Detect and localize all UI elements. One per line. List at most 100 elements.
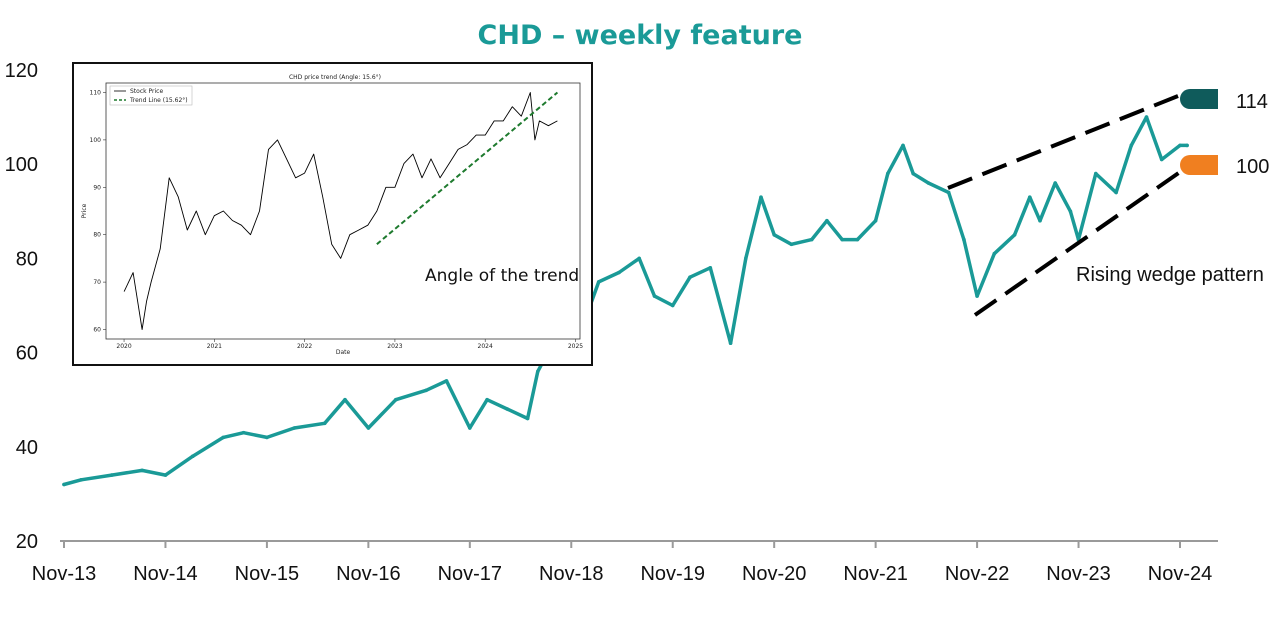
price-point bbox=[1144, 115, 1149, 119]
price-point bbox=[926, 181, 931, 185]
price-point bbox=[886, 171, 890, 176]
price-point bbox=[901, 143, 905, 148]
inset-legend: Stock Price Trend Line (15.62°) bbox=[109, 85, 193, 106]
inset-chart: CHD price trend (Angle: 15.6°) 60 70 80 90 1… bbox=[72, 62, 593, 366]
price-point bbox=[163, 473, 168, 477]
price-point bbox=[1129, 143, 1134, 148]
inset-x-label: Date bbox=[336, 349, 351, 356]
x-tick-label: Nov-18 bbox=[539, 563, 603, 585]
price-point bbox=[1012, 233, 1017, 237]
price-point bbox=[975, 294, 979, 298]
inset-plot-frame bbox=[105, 82, 581, 340]
inset-y-ticks: 60 70 80 90 100 110 bbox=[90, 89, 106, 334]
price-point bbox=[343, 397, 347, 402]
legend-trend-label: Trend Line (15.62°) bbox=[129, 97, 188, 104]
lower-value-marker bbox=[1180, 155, 1218, 175]
inset-y-tick-label: 90 bbox=[93, 184, 101, 191]
price-point bbox=[191, 454, 195, 459]
inset-x-ticks: 2020 2021 2022 2023 2024 2025 bbox=[116, 339, 583, 350]
price-point bbox=[840, 237, 844, 242]
x-tick-label: Nov-20 bbox=[742, 563, 806, 585]
price-point bbox=[708, 266, 713, 270]
price-point bbox=[596, 280, 601, 284]
price-point bbox=[759, 195, 763, 199]
price-point bbox=[62, 482, 66, 487]
inset-title: CHD price trend (Angle: 15.6°) bbox=[289, 74, 381, 81]
y-tick-label: 120 bbox=[5, 60, 38, 82]
rising-wedge-lines bbox=[947, 94, 1182, 317]
price-point bbox=[1028, 195, 1032, 199]
x-tick-label: Nov-13 bbox=[32, 563, 96, 585]
price-point bbox=[1038, 218, 1042, 223]
inset-x-tick-label: 2021 bbox=[207, 343, 222, 350]
price-series-line bbox=[62, 115, 1189, 487]
price-point bbox=[652, 294, 657, 298]
inset-y-label: Price bbox=[81, 203, 88, 218]
x-tick-label: Nov-22 bbox=[945, 563, 1009, 585]
price-point bbox=[789, 242, 794, 247]
inset-series bbox=[123, 91, 559, 330]
x-tick-label: Nov-24 bbox=[1148, 563, 1212, 585]
main-y-ticks: 20 40 60 80 100 120 bbox=[5, 60, 38, 553]
price-point bbox=[688, 275, 692, 280]
x-tick-label: Nov-16 bbox=[336, 563, 400, 585]
price-point bbox=[946, 190, 951, 195]
inset-trend-line bbox=[376, 91, 559, 245]
main-x-ticks: Nov-13 Nov-14 Nov-15 Nov-16 Nov-17 Nov-18 Nov-… bbox=[32, 541, 1212, 585]
price-point bbox=[670, 303, 675, 308]
inset-x-tick-label: 2024 bbox=[478, 343, 493, 350]
price-point bbox=[809, 237, 814, 242]
inset-y-tick-label: 110 bbox=[90, 89, 102, 96]
inset-y-tick-label: 60 bbox=[93, 327, 101, 334]
price-point bbox=[825, 218, 829, 223]
price-point bbox=[525, 416, 530, 421]
price-point bbox=[79, 478, 83, 482]
inset-y-tick-label: 100 bbox=[90, 137, 102, 144]
price-point bbox=[772, 233, 776, 237]
wedge-upper-line bbox=[947, 94, 1179, 190]
inset-annotation: Angle of the trend bbox=[425, 266, 579, 286]
price-point bbox=[241, 430, 246, 435]
price-point bbox=[744, 256, 748, 261]
price-point bbox=[468, 426, 472, 430]
inset-x-tick-label: 2022 bbox=[297, 343, 312, 350]
price-point bbox=[962, 237, 966, 242]
y-tick-label: 80 bbox=[16, 248, 38, 270]
price-point bbox=[505, 407, 510, 411]
main-series bbox=[62, 115, 1189, 487]
price-point bbox=[322, 421, 327, 426]
lower-value-label: 100 bbox=[1236, 156, 1269, 178]
price-point bbox=[992, 251, 997, 256]
price-point bbox=[485, 397, 489, 402]
price-point bbox=[1185, 143, 1189, 148]
x-tick-label: Nov-21 bbox=[843, 563, 907, 585]
x-tick-label: Nov-14 bbox=[133, 563, 197, 585]
x-tick-label: Nov-17 bbox=[438, 563, 502, 585]
inset-x-tick-label: 2020 bbox=[116, 343, 131, 350]
price-point bbox=[873, 218, 878, 223]
price-point bbox=[1114, 190, 1118, 195]
chart-title: CHD – weekly feature bbox=[478, 20, 803, 51]
price-point bbox=[728, 341, 733, 346]
price-point bbox=[637, 256, 641, 261]
price-point bbox=[140, 468, 144, 473]
upper-value-marker bbox=[1180, 89, 1218, 109]
wedge-lower-line bbox=[973, 170, 1182, 317]
price-point bbox=[617, 270, 621, 275]
price-point bbox=[444, 379, 449, 383]
upper-value-label: 114 bbox=[1236, 91, 1268, 113]
y-tick-label: 20 bbox=[16, 531, 38, 553]
inset-y-tick-label: 80 bbox=[93, 232, 101, 239]
inset-x-tick-label: 2023 bbox=[387, 343, 402, 350]
price-point bbox=[1094, 171, 1098, 176]
price-point bbox=[424, 388, 429, 393]
inset-legend-box bbox=[109, 85, 193, 106]
price-point bbox=[366, 426, 371, 430]
inset-frame bbox=[72, 62, 593, 366]
price-point bbox=[1068, 209, 1073, 214]
value-markers: 114 100 Rising wedge pattern bbox=[1076, 89, 1269, 286]
price-point bbox=[394, 397, 398, 402]
x-tick-label: Nov-19 bbox=[640, 563, 704, 585]
inset-x-tick-label: 2025 bbox=[568, 343, 583, 350]
